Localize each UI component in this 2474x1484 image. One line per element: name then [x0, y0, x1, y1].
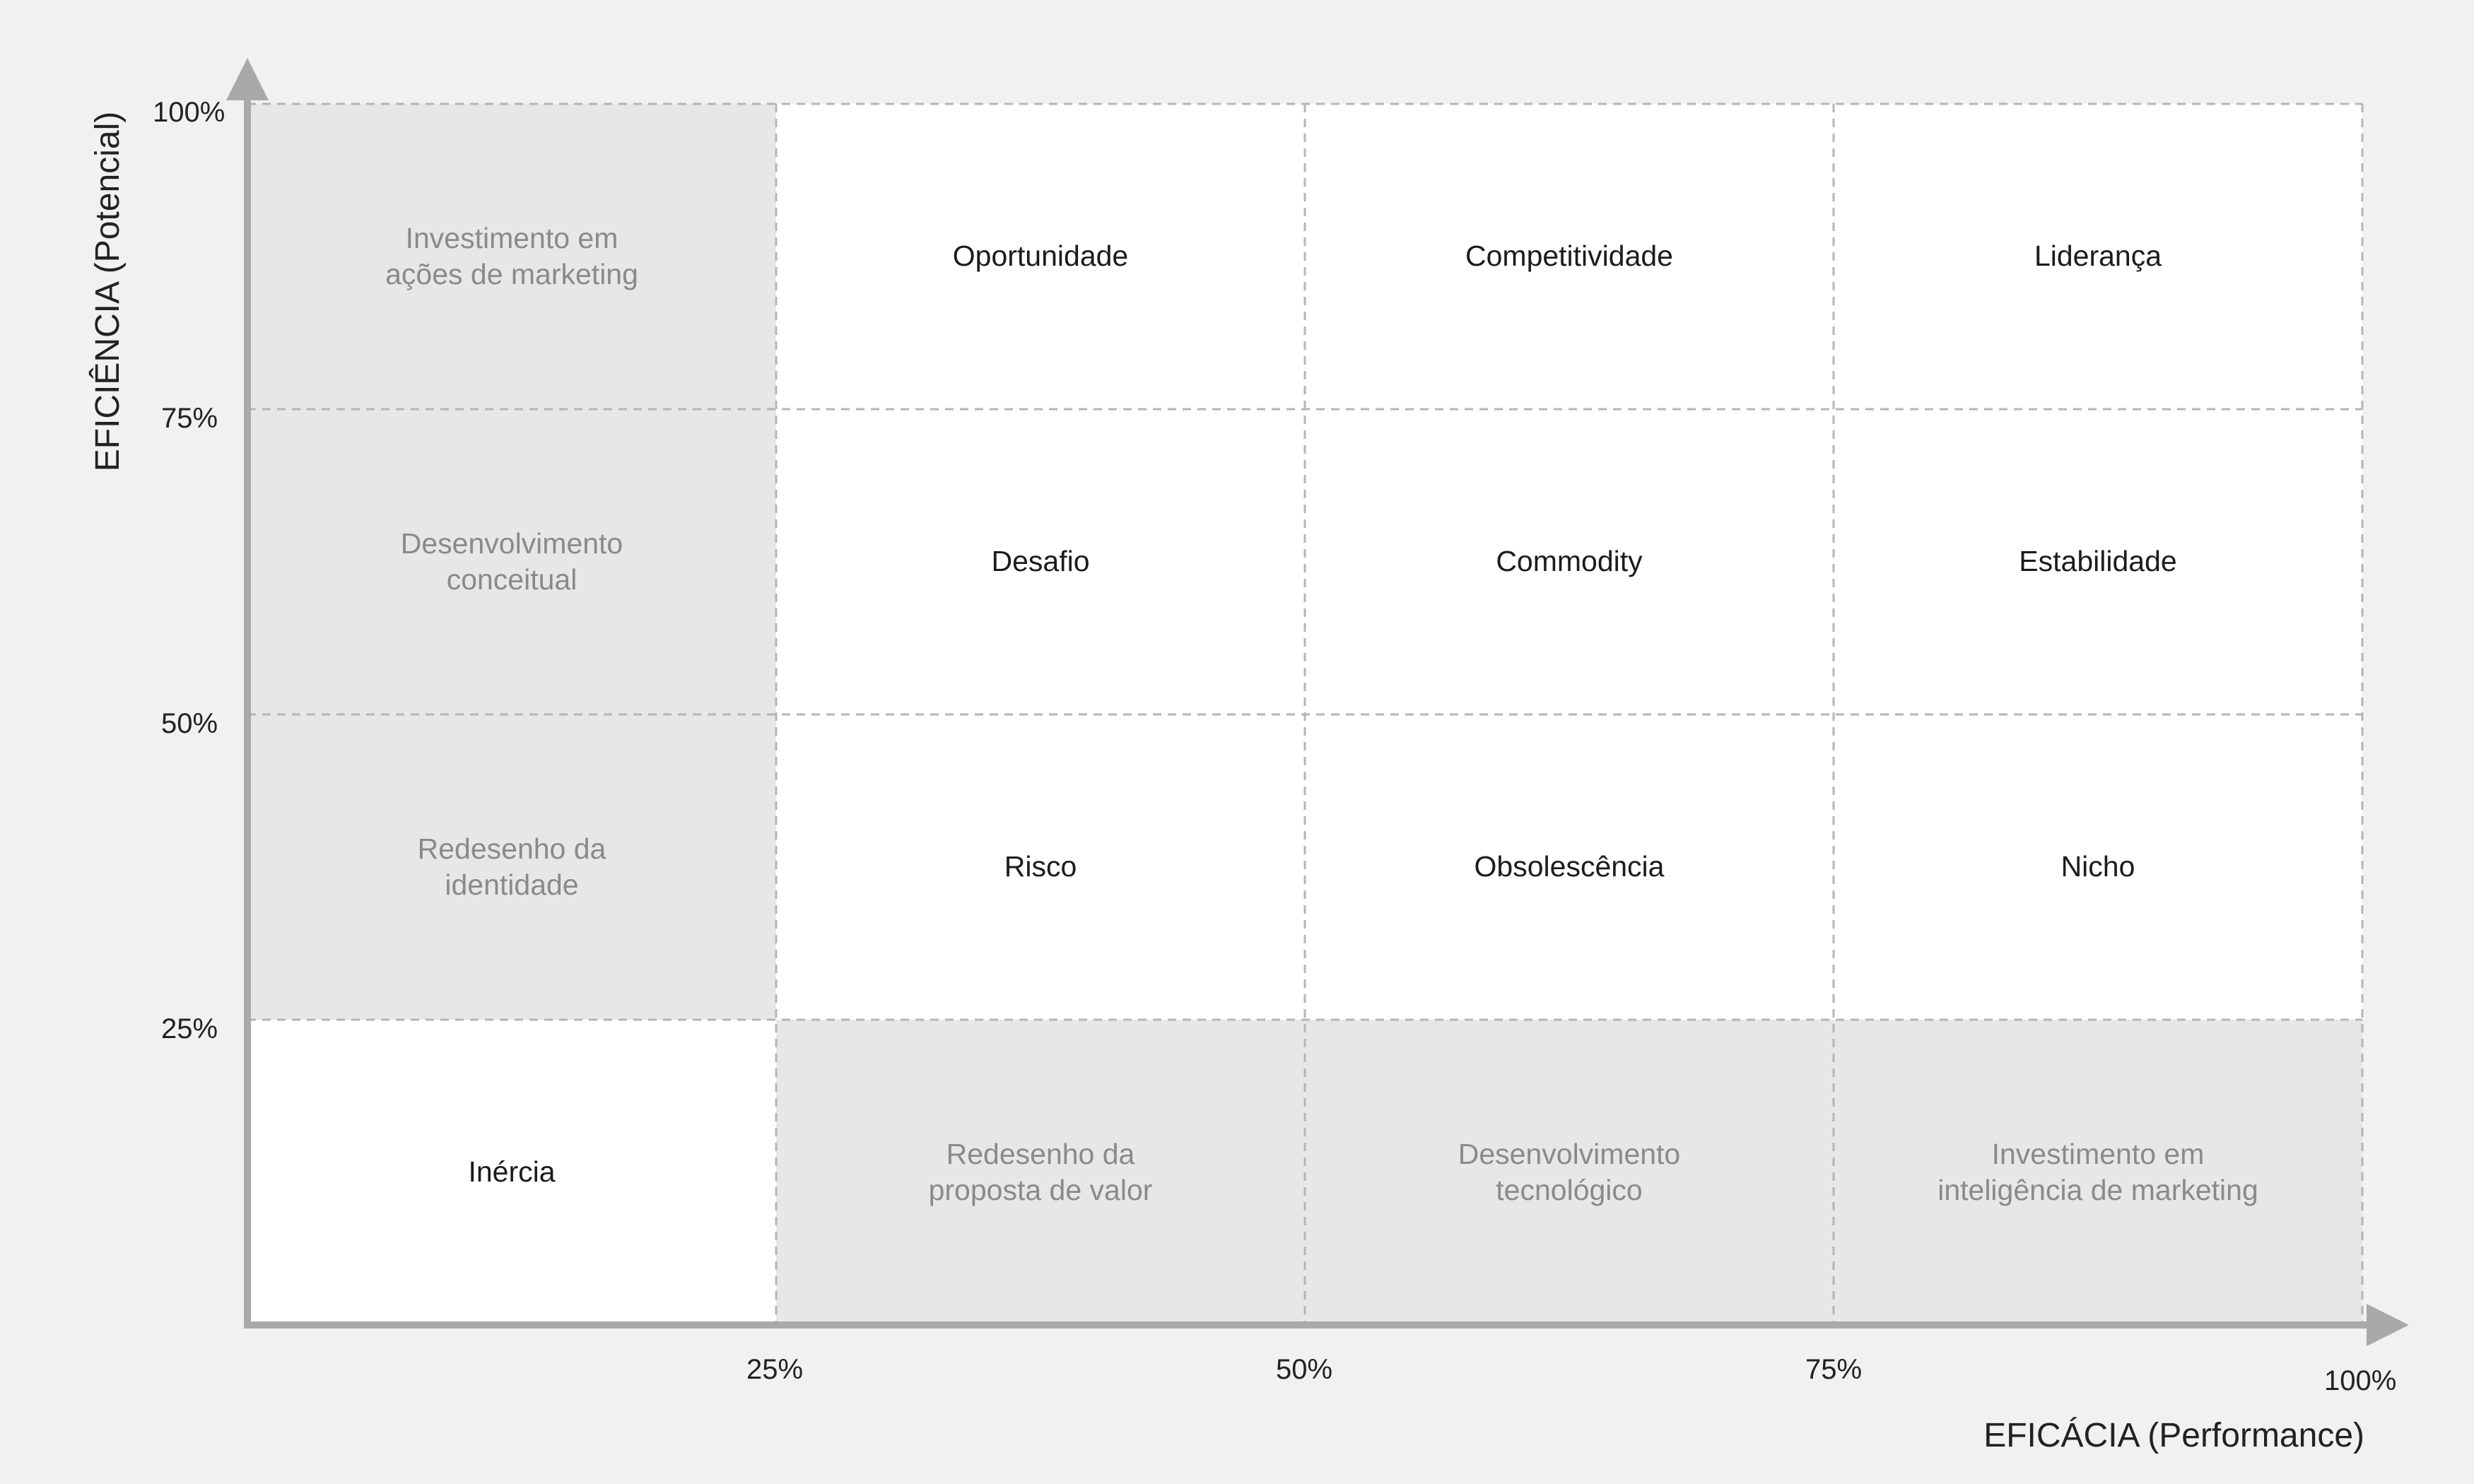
y-tick-75: 75%: [161, 403, 218, 434]
matrix-cell-label: Liderança: [2034, 240, 2162, 273]
matrix-cell-r1-c4: Liderança: [1834, 104, 2362, 409]
matrix-cell-label: Redesenho da proposta de valor: [928, 1137, 1153, 1206]
matrix-cell-label: Desenvolvimento conceitual: [400, 526, 623, 596]
matrix-cell-r3-c4: Nicho: [1834, 714, 2362, 1020]
matrix-cell-label: Nicho: [2060, 850, 2135, 883]
matrix-cell-label: Oportunidade: [952, 240, 1129, 273]
x-tick-75: 75%: [1805, 1354, 1863, 1385]
y-tick-25: 25%: [161, 1013, 218, 1044]
matrix-cell-r2-c3: Commodity: [1305, 409, 1834, 714]
x-axis-title: EFICÁCIA (Performance): [1983, 1417, 2364, 1454]
x-tick-100: 100%: [2324, 1365, 2397, 1396]
matrix-cell-label: Redesenho da identidade: [417, 832, 606, 901]
matrix-cell-label: Obsolescência: [1474, 850, 1665, 883]
matrix-cell-label: Estabilidade: [2019, 545, 2177, 578]
x-tick-25: 25%: [746, 1354, 804, 1385]
matrix-cell-r2-c4: Estabilidade: [1834, 409, 2362, 714]
matrix-cell-label: Investimento em inteligência de marketin…: [1937, 1137, 2258, 1206]
matrix-cell-r4-c1: Inércia: [247, 1020, 776, 1325]
matrix-cell-label: Inércia: [468, 1155, 556, 1189]
matrix-cell-r1-c2: Oportunidade: [776, 104, 1305, 409]
matrix-cell-r3-c1: Redesenho da identidade: [247, 714, 776, 1020]
matrix-cell-r1-c3: Competitividade: [1305, 104, 1834, 409]
matrix-cell-r3-c2: Risco: [776, 714, 1305, 1020]
matrix-cell-r2-c1: Desenvolvimento conceitual: [247, 409, 776, 714]
x-axis-arrowhead-icon: [2367, 1304, 2409, 1346]
x-tick-50: 50%: [1276, 1354, 1333, 1385]
matrix-cell-r2-c2: Desafio: [776, 409, 1305, 714]
matrix-cell-label: Investimento em ações de marketing: [385, 221, 638, 290]
matrix-cell-label: Risco: [1004, 850, 1077, 883]
y-tick-50: 50%: [161, 708, 218, 739]
matrix-cell-label: Commodity: [1496, 545, 1643, 578]
matrix-cell-r4-c3: Desenvolvimento tecnológico: [1305, 1020, 1834, 1325]
matrix-cell-r1-c1: Investimento em ações de marketing: [247, 104, 776, 409]
y-axis-title: EFICIÊNCIA (Potencial): [88, 111, 127, 471]
matrix-cell-r4-c4: Investimento em inteligência de marketin…: [1834, 1020, 2362, 1325]
matrix-cell-r3-c3: Obsolescência: [1305, 714, 1834, 1020]
matrix-cell-label: Competitividade: [1465, 240, 1673, 273]
y-axis-arrowhead-icon: [226, 58, 269, 100]
matrix-cell-r4-c2: Redesenho da proposta de valor: [776, 1020, 1305, 1325]
matrix-cell-label: Desenvolvimento tecnológico: [1458, 1137, 1681, 1206]
y-tick-100: 100%: [153, 97, 225, 128]
matrix-cell-label: Desafio: [991, 545, 1090, 578]
